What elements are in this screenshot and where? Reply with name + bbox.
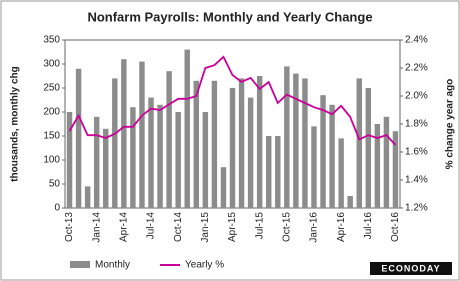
x-tick-label: Jan-14 bbox=[91, 212, 102, 243]
chart-title: Nonfarm Payrolls: Monthly and Yearly Cha… bbox=[87, 9, 372, 24]
y2-tick-label: 2.0% bbox=[405, 91, 428, 102]
x-tick-label: Oct-14 bbox=[173, 212, 184, 242]
bar bbox=[383, 116, 390, 208]
line bbox=[68, 55, 397, 146]
bar bbox=[284, 66, 290, 209]
y-tick-label: 0 bbox=[54, 203, 60, 214]
bar bbox=[202, 112, 209, 208]
legend-label: Monthly bbox=[95, 260, 130, 271]
logo: ECONODAY bbox=[381, 263, 440, 273]
bar bbox=[220, 167, 227, 208]
x-tick-label: Oct-16 bbox=[390, 212, 401, 242]
y2-tick-label: 1.6% bbox=[405, 147, 428, 158]
y2-axis-title: % change year ago bbox=[445, 79, 456, 170]
bar bbox=[112, 78, 118, 209]
bar bbox=[275, 136, 281, 208]
y2-tick-label: 1.8% bbox=[405, 119, 428, 130]
y-tick-label: 150 bbox=[43, 131, 60, 142]
legend-swatch bbox=[70, 261, 90, 268]
y2-tick-label: 2.4% bbox=[405, 35, 428, 46]
bar bbox=[121, 59, 127, 209]
x-tick-label: Jul-15 bbox=[254, 212, 265, 240]
bar bbox=[247, 97, 254, 208]
x-tick-label: Jul-14 bbox=[146, 212, 157, 240]
bar bbox=[356, 78, 362, 209]
x-tick-label: Apr-14 bbox=[118, 212, 129, 242]
y2-tick-label: 1.2% bbox=[405, 203, 428, 214]
x-tick-label: Apr-16 bbox=[336, 212, 347, 242]
logo-box bbox=[370, 262, 452, 275]
bar bbox=[293, 73, 299, 208]
bar bbox=[365, 88, 372, 208]
bar bbox=[166, 71, 172, 208]
x-tick-label: Jan-16 bbox=[309, 212, 320, 243]
bar bbox=[139, 61, 145, 208]
bar bbox=[66, 112, 73, 208]
bar bbox=[193, 80, 199, 208]
bar bbox=[211, 80, 218, 208]
y2-tick-label: 1.4% bbox=[405, 175, 428, 186]
y-axis-title: thousands, monthly chg bbox=[10, 66, 21, 182]
bar bbox=[229, 88, 236, 208]
bar bbox=[75, 68, 82, 208]
bar bbox=[320, 95, 326, 208]
bar bbox=[175, 112, 181, 208]
bar bbox=[347, 196, 353, 208]
y-tick-label: 50 bbox=[49, 179, 61, 190]
y-tick-label: 250 bbox=[43, 83, 60, 94]
bar bbox=[311, 126, 317, 208]
bar bbox=[84, 186, 91, 208]
bar bbox=[184, 49, 190, 208]
y2-tick-label: 2.2% bbox=[405, 63, 428, 74]
x-tick-label: Oct-15 bbox=[281, 212, 292, 242]
bar bbox=[130, 107, 136, 208]
x-tick-label: Apr-15 bbox=[227, 212, 238, 242]
bar bbox=[148, 97, 154, 208]
bar bbox=[266, 136, 272, 208]
x-tick-label: Jul-16 bbox=[363, 212, 374, 240]
legend-label: Yearly % bbox=[185, 260, 224, 271]
bar bbox=[157, 104, 163, 208]
y-tick-label: 100 bbox=[43, 155, 60, 166]
bar bbox=[103, 128, 109, 208]
bar bbox=[329, 104, 335, 208]
bar bbox=[374, 124, 381, 208]
bar bbox=[93, 116, 100, 208]
bar bbox=[392, 131, 399, 208]
bar bbox=[238, 78, 245, 209]
x-tick-label: Oct-13 bbox=[64, 212, 75, 242]
y-tick-label: 350 bbox=[43, 35, 60, 46]
x-tick-label: Jan-15 bbox=[200, 212, 211, 243]
bar bbox=[256, 76, 263, 208]
y-tick-label: 200 bbox=[43, 107, 60, 118]
y-tick-label: 300 bbox=[43, 59, 60, 70]
bar bbox=[302, 78, 308, 209]
bar bbox=[338, 138, 344, 208]
